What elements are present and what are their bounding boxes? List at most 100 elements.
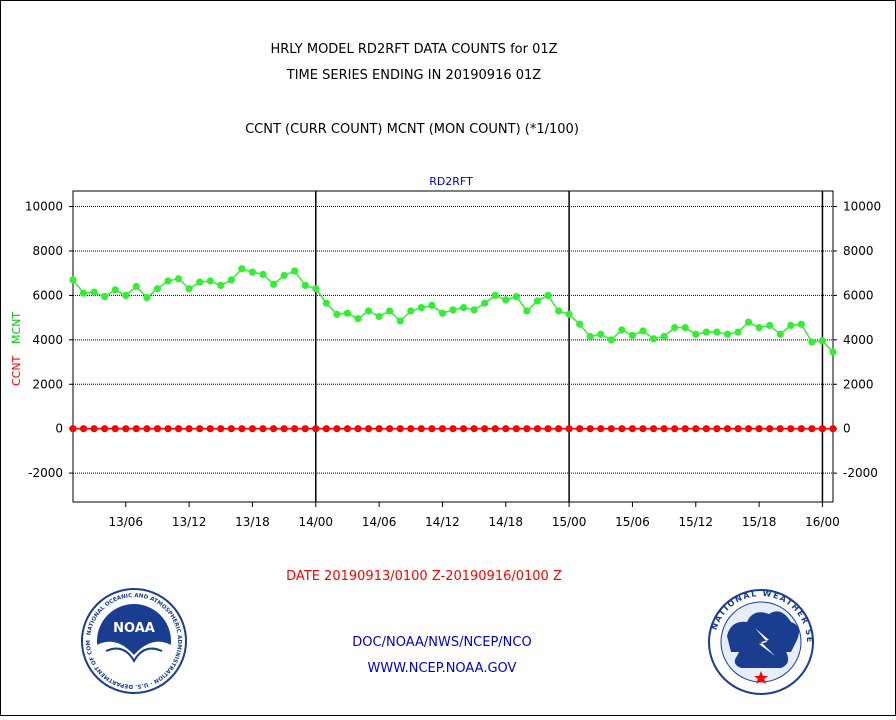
data-point [90,288,98,296]
data-point [734,328,742,336]
data-point [628,425,637,433]
plot-frame [72,190,834,503]
y-tick-labels-right: -2000 0 2000 4000 6000 8000 10000 [843,200,881,481]
data-point [354,425,362,433]
data-point [438,309,447,317]
data-point [639,425,647,433]
y-tick-label: 4000 [32,333,63,347]
data-point [681,425,689,433]
data-point [766,425,774,433]
data-point [713,328,721,336]
y-tick-label: 6000 [843,288,874,302]
chart-title: RD2RFT [429,175,473,188]
data-point [829,425,837,433]
data-point [459,304,468,312]
data-point [206,425,214,433]
data-point [343,309,352,317]
data-point [723,425,732,433]
data-point [79,289,88,297]
data-point [132,425,140,433]
y-tick-label: -2000 [843,466,878,480]
x-tick-labels: 13/06 13/12 13/18 14/00 14/06 14/12 14/18 15/00… [108,502,840,529]
data-point [533,297,542,305]
data-point [797,425,805,433]
data-point [702,425,710,433]
x-tick-label: 14/18 [488,515,523,529]
data-point [291,425,299,433]
data-point [671,324,679,332]
x-tick-label: 14/00 [298,515,333,529]
data-point [692,425,700,433]
data-point [618,425,626,433]
data-point [491,291,499,300]
x-tick-label: 15/06 [615,515,650,529]
data-point [649,335,658,343]
data-point [576,425,584,433]
y-tick-label: 4000 [843,333,874,347]
data-point [196,278,204,286]
grid-lines [69,206,837,474]
x-tick-label: 15/18 [742,515,777,529]
y-tick-label: 0 [55,422,63,436]
data-point [301,281,309,290]
data-point [111,425,119,433]
data-point [808,338,816,346]
data-point [343,425,352,433]
org-text: DOC/NOAA/NWS/NCEP/NCO [352,635,531,650]
data-point [280,271,288,280]
y-tick-label: 0 [843,422,851,436]
data-point [143,425,151,433]
data-point [586,332,594,341]
data-point [565,425,573,433]
nws-logo: NATIONAL WEATHER SERVICE [708,589,814,695]
data-point [322,299,330,307]
day-boundary-lines [315,191,824,502]
data-point [238,425,246,433]
data-point [248,425,257,433]
data-point [692,330,700,338]
data-point [818,425,827,433]
x-tick-label: 13/06 [108,515,143,529]
data-point [101,292,109,301]
website-text: WWW.NCEP.NOAA.GOV [368,661,517,676]
data-point [386,307,394,315]
header-line3: CCNT (CURR COUNT) MCNT (MON COUNT) (*1/1… [245,122,579,137]
data-point [818,337,827,345]
data-point [660,332,668,341]
y-tick-label: 10000 [25,200,63,214]
data-point [491,425,499,433]
data-point [755,425,763,433]
x-tick-label: 13/12 [172,515,207,529]
data-point [364,307,373,315]
data-point [523,307,531,315]
data-point [512,425,520,433]
data-point [375,312,383,321]
data-point [206,277,214,285]
data-point [259,425,267,433]
data-point [417,304,425,312]
data-point [481,425,489,433]
data-point [164,425,172,433]
data-point [776,330,784,338]
data-point [153,425,162,433]
data-point [227,276,235,284]
data-point [396,425,404,433]
y-tick-label: 6000 [32,288,63,302]
data-point [744,425,753,433]
data-point [280,425,288,433]
data-point [174,275,183,283]
data-point [143,294,151,302]
y-tick-label: 2000 [843,377,874,391]
data-point [291,267,299,275]
data-point [787,321,795,329]
header-line1: HRLY MODEL RD2RFT DATA COUNTS for 01Z [270,42,557,57]
data-point [375,425,383,433]
data-point [101,425,109,433]
y-axis-label-ccnt: CCNT [10,355,23,386]
data-point [90,425,98,433]
data-point [312,425,320,433]
data-point [449,425,457,433]
data-point [407,425,415,433]
data-point [523,425,531,433]
